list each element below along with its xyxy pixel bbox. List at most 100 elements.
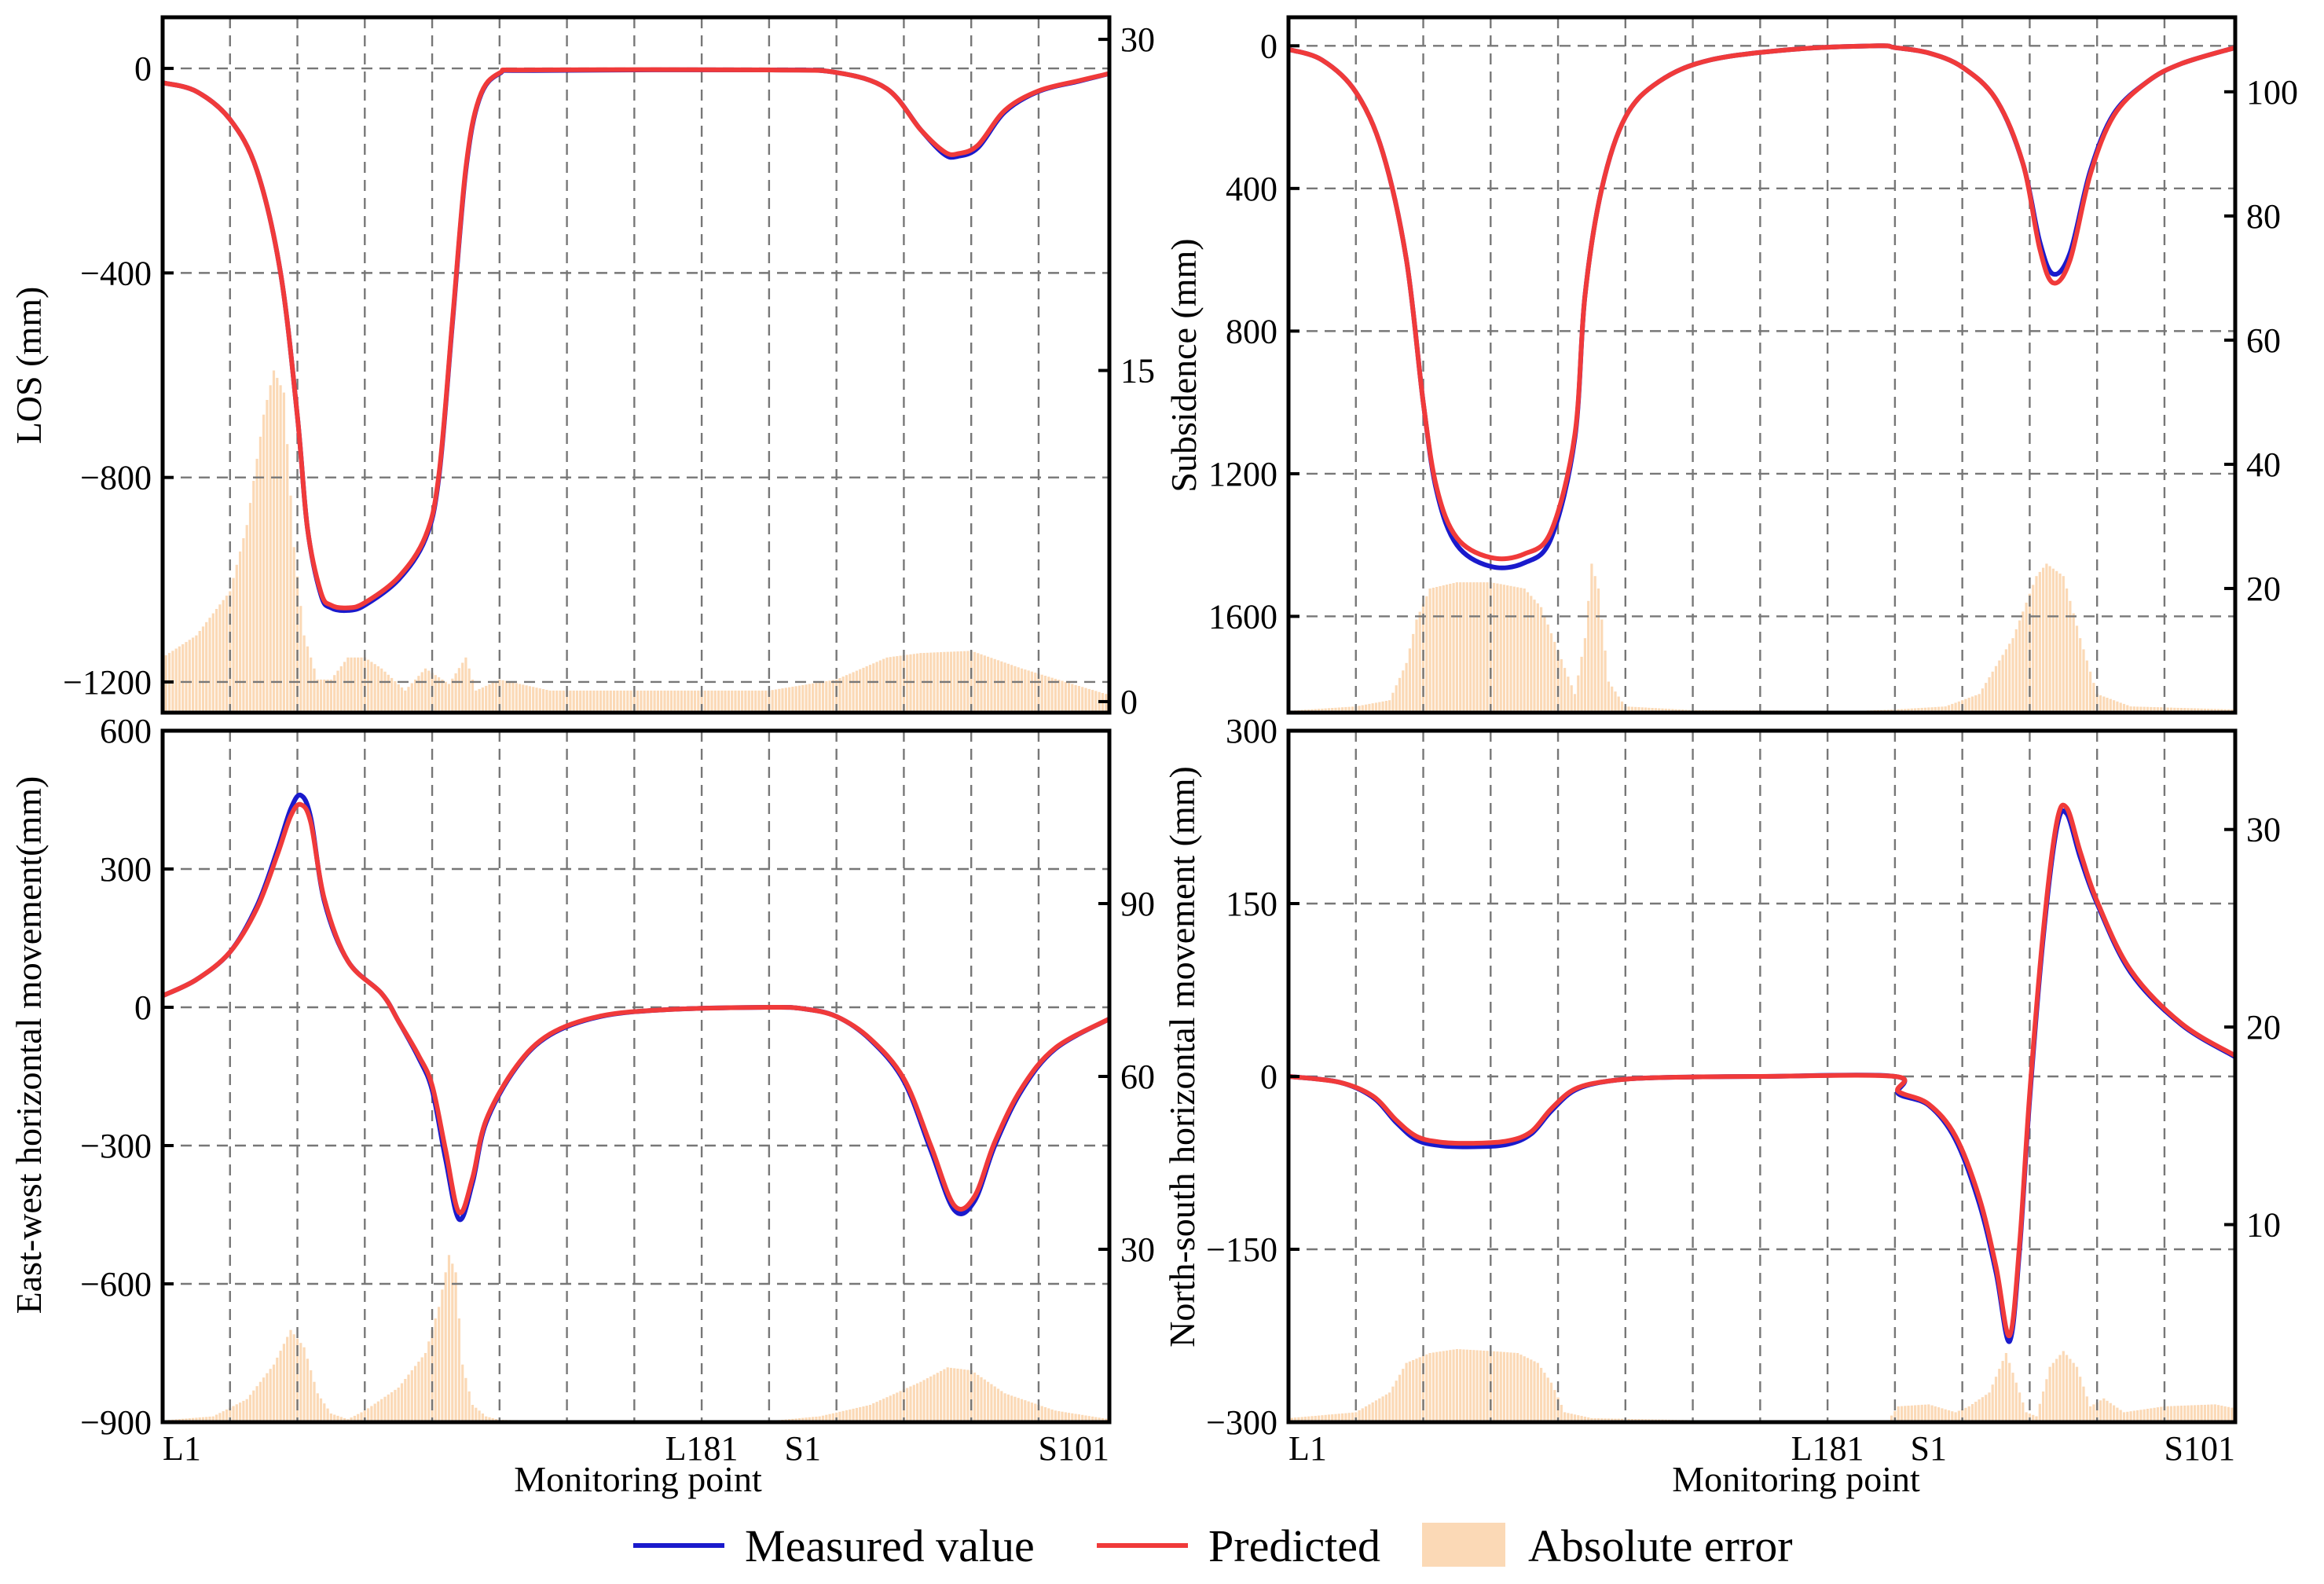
los-error-bar	[252, 481, 255, 713]
east-west-error-bar	[801, 1417, 805, 1422]
north-south-error-bar	[1415, 1358, 1418, 1422]
los-error-bar	[478, 688, 481, 713]
los-y2tick-label: 0	[1120, 683, 1138, 721]
subsidence-error-bar	[1378, 702, 1381, 713]
los-error-bar	[508, 681, 511, 713]
north-south-error-bar	[1475, 1350, 1479, 1422]
north-south-error-bars	[1287, 1349, 2237, 1422]
subsidence-error-bar	[1469, 582, 1472, 713]
north-south-error-bar	[2193, 1405, 2197, 1422]
north-south-error-bar	[1347, 1413, 1351, 1422]
east-west-error-bar	[195, 1417, 198, 1422]
subsidence-error-bar	[2139, 706, 2143, 713]
los-error-bar	[272, 370, 276, 713]
east-west-error-bar	[423, 1353, 427, 1422]
subsidence-error-bar	[2179, 708, 2183, 713]
east-west-error-bar	[225, 1409, 229, 1422]
los-error-bar	[310, 657, 313, 713]
subsidence-error-bar	[1596, 588, 1600, 713]
los-error-bar	[629, 690, 632, 713]
subsidence-error-bar	[2066, 588, 2069, 713]
east-west-error-bar	[855, 1407, 858, 1422]
los-error-bar	[666, 690, 669, 713]
north-south-error-bar	[1469, 1350, 1472, 1422]
los-error-bar	[697, 690, 700, 713]
subsidence-error-bar	[1954, 702, 1957, 713]
north-south-error-bar	[1934, 1406, 1937, 1422]
los-error-bar	[626, 690, 629, 713]
los-error-bar	[849, 673, 852, 713]
los-error-bar	[893, 656, 896, 713]
east-west-error-bar	[1006, 1394, 1010, 1422]
los-error-bar	[494, 680, 498, 713]
subsidence-error-bar	[1577, 675, 1580, 713]
subsidence-error-bar	[1445, 585, 1449, 713]
east-west-error-bar	[373, 1403, 376, 1422]
panel-los: LOS (mm) 0 −400 −800 −1200 0 15 30	[9, 15, 1155, 721]
north-south-error-bar	[1523, 1356, 1526, 1422]
east-west-error-bar	[852, 1408, 855, 1422]
los-error-bar	[326, 679, 329, 713]
los-error-bar	[781, 688, 784, 713]
east-west-error-bar	[828, 1414, 831, 1422]
los-error-bar	[731, 690, 734, 713]
east-west-error-bar	[245, 1399, 248, 1422]
subsidence-error-bar	[1617, 696, 1620, 713]
east-west-error-bar	[808, 1417, 811, 1422]
los-error-bar	[1003, 662, 1006, 713]
los-error-bar	[643, 690, 646, 713]
los-error-bar	[535, 688, 538, 713]
los-error-bar	[778, 688, 781, 713]
subsidence-ytick-label: 800	[1226, 312, 1277, 350]
east-west-error-bar	[353, 1415, 356, 1422]
east-west-error-bar	[310, 1370, 313, 1422]
los-error-bar	[397, 684, 400, 713]
north-south-error-bar	[1361, 1408, 1364, 1422]
los-error-bar	[1058, 680, 1061, 713]
east-west-ylabel: East-west horizontal movement(mm)	[9, 776, 49, 1314]
los-error-bar	[289, 495, 292, 713]
east-west-error-bar	[215, 1414, 218, 1422]
east-west-xtick-label: S1	[785, 1429, 821, 1468]
east-west-error-bar	[461, 1364, 464, 1422]
subsidence-error-bar	[2058, 574, 2062, 713]
subsidence-error-bar	[1985, 683, 1988, 713]
north-south-error-bar	[1391, 1386, 1395, 1422]
los-error-bar	[828, 680, 831, 713]
los-error-bar	[906, 654, 909, 713]
east-west-error-bar	[269, 1369, 272, 1422]
los-error-bar	[400, 687, 404, 713]
los-error-bar	[414, 679, 417, 713]
east-west-error-bar	[481, 1414, 484, 1422]
east-west-error-bar	[447, 1255, 451, 1422]
los-error-bar	[896, 656, 899, 713]
los-error-bar	[423, 668, 427, 713]
north-south-error-bar	[1567, 1413, 1570, 1422]
los-error-bar	[750, 690, 753, 713]
east-west-error-bar	[909, 1386, 912, 1422]
subsidence-error-bar	[1384, 701, 1387, 713]
east-west-error-bar	[467, 1391, 471, 1422]
subsidence-error-bar	[2150, 706, 2153, 713]
los-error-bar	[475, 690, 478, 713]
north-south-ylabel: North-south horizontal movement (mm)	[1162, 766, 1202, 1348]
east-west-error-bar	[1037, 1405, 1040, 1422]
subsidence-error-bar	[1431, 588, 1435, 713]
subsidence-error-bar	[1543, 615, 1546, 713]
north-south-error-bar	[1459, 1349, 1462, 1422]
north-south-error-bar	[1985, 1395, 1988, 1422]
subsidence-error-bar	[1563, 668, 1567, 713]
subsidence-error-bar	[2075, 625, 2079, 713]
north-south-error-bar	[1563, 1412, 1567, 1422]
east-west-error-bar	[818, 1416, 821, 1422]
north-south-error-bar	[1472, 1350, 1475, 1422]
los-error-bar	[222, 600, 225, 713]
los-error-bar	[248, 503, 252, 713]
north-south-ytick-label: 150	[1226, 885, 1277, 923]
los-error-bar	[1034, 673, 1037, 713]
subsidence-ytick-label: 1600	[1208, 597, 1277, 636]
los-error-bar	[996, 660, 1000, 713]
east-west-error-bar	[896, 1392, 899, 1422]
east-west-error-bar	[255, 1386, 258, 1422]
east-west-error-bar	[899, 1391, 902, 1422]
